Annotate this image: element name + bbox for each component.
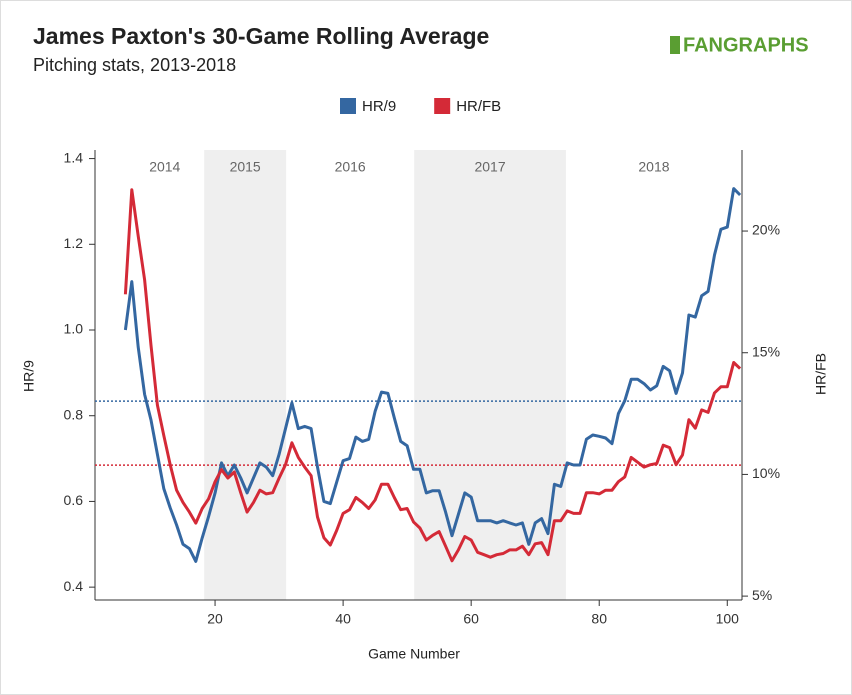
- logo-mark: [670, 36, 680, 54]
- season-band: [414, 150, 566, 600]
- season-label: 2014: [149, 159, 180, 175]
- y-tick-label: 0.4: [64, 578, 84, 594]
- season-label: 2017: [474, 159, 505, 175]
- y-tick-label: 1.2: [64, 235, 84, 251]
- x-tick-label: 20: [207, 611, 223, 627]
- logo: FANGRAPHS: [683, 34, 809, 56]
- y-tick-label: 0.6: [64, 492, 84, 508]
- x-tick-label: 60: [463, 611, 479, 627]
- chart-title: James Paxton's 30-Game Rolling Average: [33, 23, 489, 49]
- y2-tick-label: 10%: [752, 465, 780, 481]
- season-label: 2016: [335, 159, 366, 175]
- legend-swatch: [434, 98, 451, 114]
- season-band: [204, 150, 287, 600]
- y-tick-label: 0.8: [64, 406, 84, 422]
- season-label: 2018: [638, 159, 669, 175]
- y2-tick-label: 15%: [752, 343, 780, 359]
- x-tick-label: 80: [591, 611, 607, 627]
- x-tick-label: 40: [335, 611, 351, 627]
- season-label: 2015: [230, 159, 261, 175]
- x-axis-label: Game Number: [368, 646, 460, 662]
- chart-subtitle: Pitching stats, 2013-2018: [33, 55, 236, 75]
- legend-swatch: [340, 98, 356, 114]
- series-line: [123, 188, 742, 563]
- legend-label: HR/FB: [456, 98, 501, 115]
- y2-axis-label: HR/FB: [813, 353, 829, 395]
- y2-tick-label: 20%: [752, 222, 780, 238]
- legend-label: HR/9: [362, 98, 396, 115]
- y-tick-label: 1.4: [64, 149, 84, 165]
- x-tick-label: 100: [716, 611, 740, 627]
- y2-tick-label: 5%: [752, 587, 772, 603]
- y-axis-label: HR/9: [21, 360, 37, 392]
- y-tick-label: 1.0: [64, 321, 84, 337]
